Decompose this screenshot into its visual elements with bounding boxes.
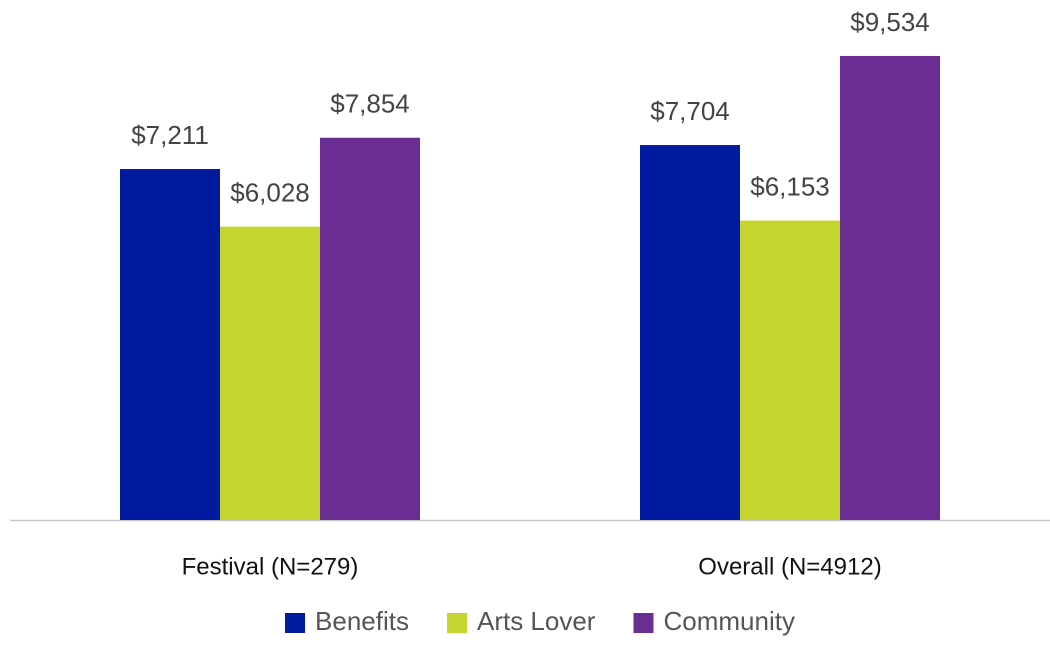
legend-swatch	[633, 613, 654, 633]
bar	[220, 226, 320, 520]
x-tick-label: Festival (N=279)	[182, 553, 359, 580]
data-label: $9,534	[850, 7, 930, 37]
bar	[840, 55, 940, 520]
x-tick-label: Overall (N=4912)	[698, 553, 881, 580]
data-label: $7,211	[131, 120, 209, 150]
data-label: $7,854	[330, 89, 410, 119]
legend-label: Benefits	[315, 606, 409, 636]
bar	[740, 220, 840, 520]
legend-swatch	[446, 613, 467, 633]
data-label: $6,028	[230, 177, 310, 207]
bar	[640, 145, 740, 520]
legend-label: Arts Lover	[477, 606, 596, 636]
data-label: $6,153	[750, 171, 830, 201]
legend-swatch	[285, 613, 306, 633]
bar	[120, 169, 220, 520]
data-label: $7,704	[650, 96, 730, 126]
bar	[320, 137, 420, 520]
legend-label: Community	[663, 606, 794, 636]
